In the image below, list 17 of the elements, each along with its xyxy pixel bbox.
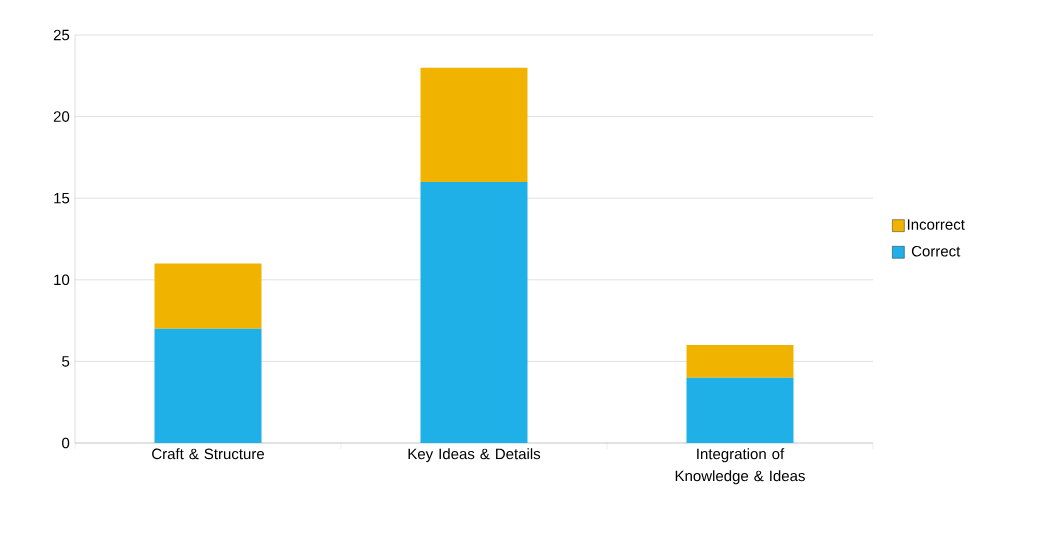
bar xyxy=(686,345,794,378)
y-tick-label: 10 xyxy=(54,274,70,286)
y-tick-label: 25 xyxy=(53,29,70,41)
x-tick-label: Craft & Structure xyxy=(152,448,264,460)
y-tick-label: 5 xyxy=(62,356,70,367)
x-tick-label: Key Ideas & Details xyxy=(408,448,541,463)
y-tick-label: 15 xyxy=(54,192,70,204)
legend-label: Incorrect xyxy=(907,219,965,230)
y-tick-label: 0 xyxy=(62,437,70,449)
bar xyxy=(420,181,528,443)
bar xyxy=(686,377,794,443)
x-tick-label: Integration of Knowledge & Ideas xyxy=(675,448,805,485)
bar xyxy=(154,328,262,443)
y-tick-label: 20 xyxy=(53,111,70,122)
legend-label: Correct xyxy=(911,245,961,257)
bar xyxy=(420,67,528,182)
bar xyxy=(154,263,262,329)
